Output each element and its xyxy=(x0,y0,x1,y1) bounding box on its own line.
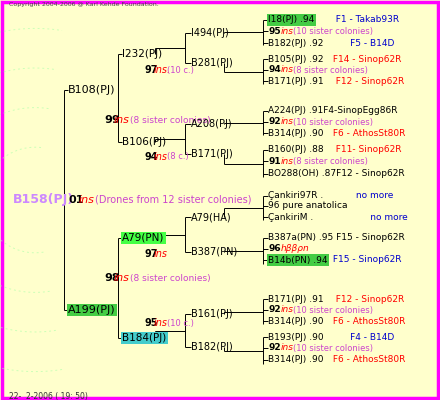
Text: A79(HA): A79(HA) xyxy=(191,212,232,222)
Text: F4 - B14D: F4 - B14D xyxy=(330,333,394,342)
Text: (10 c.): (10 c.) xyxy=(167,319,194,328)
Text: 96 pure anatolica: 96 pure anatolica xyxy=(268,202,348,210)
Text: (8 sister colonies): (8 sister colonies) xyxy=(293,157,367,166)
Text: (10 sister colonies): (10 sister colonies) xyxy=(293,344,373,352)
Text: ins: ins xyxy=(114,273,129,283)
Text: F12 - Sinop62R: F12 - Sinop62R xyxy=(330,77,404,86)
Text: B387(PN): B387(PN) xyxy=(191,247,238,257)
Text: B171(PJ) .91: B171(PJ) .91 xyxy=(268,295,324,304)
Text: 98: 98 xyxy=(105,273,121,283)
Text: B193(PJ) .90: B193(PJ) .90 xyxy=(268,333,324,342)
Text: B171(PJ): B171(PJ) xyxy=(191,149,233,159)
Text: B184(PJ): B184(PJ) xyxy=(122,333,167,343)
Text: 91: 91 xyxy=(268,157,281,166)
Text: ins: ins xyxy=(78,195,94,205)
Text: I494(PJ): I494(PJ) xyxy=(191,28,229,38)
Text: ins: ins xyxy=(281,157,294,166)
Text: ins: ins xyxy=(154,249,168,259)
Text: 92: 92 xyxy=(268,344,281,352)
Text: 95: 95 xyxy=(144,318,158,328)
Text: (Drones from 12 sister colonies): (Drones from 12 sister colonies) xyxy=(95,195,251,205)
Text: (8 sister colonies): (8 sister colonies) xyxy=(130,116,210,124)
Text: F11- Sinop62R: F11- Sinop62R xyxy=(330,146,402,154)
Text: 94: 94 xyxy=(144,152,158,162)
Text: (10 sister colonies): (10 sister colonies) xyxy=(293,306,373,314)
Text: (8 sister colonies): (8 sister colonies) xyxy=(130,274,210,282)
Text: 01: 01 xyxy=(68,195,84,205)
Text: B182(PJ): B182(PJ) xyxy=(191,342,233,352)
Text: B158(PJ): B158(PJ) xyxy=(13,194,74,206)
Text: 22-  2-2006 ( 19: 50): 22- 2-2006 ( 19: 50) xyxy=(9,392,88,400)
Text: ÇankiriM .: ÇankiriM . xyxy=(268,213,314,222)
Text: 96: 96 xyxy=(268,244,281,253)
Text: no more: no more xyxy=(330,192,393,200)
Text: A208(PJ): A208(PJ) xyxy=(191,119,233,129)
Text: A199(PJ): A199(PJ) xyxy=(68,305,116,315)
Text: BO288(OH) .87F12 - Sinop62R: BO288(OH) .87F12 - Sinop62R xyxy=(268,170,405,178)
Text: (8 c.): (8 c.) xyxy=(167,152,189,161)
Text: B160(PJ) .88: B160(PJ) .88 xyxy=(268,146,324,154)
Text: ins: ins xyxy=(114,115,129,125)
Text: F5 - B14D: F5 - B14D xyxy=(330,39,394,48)
Text: F6 - AthosSt80R: F6 - AthosSt80R xyxy=(330,129,405,138)
Text: 95: 95 xyxy=(268,27,281,36)
Text: B161(PJ): B161(PJ) xyxy=(191,309,233,319)
Text: ins: ins xyxy=(154,152,168,162)
Text: 97: 97 xyxy=(144,249,158,259)
Text: ins: ins xyxy=(281,344,294,352)
Text: F6 - AthosSt80R: F6 - AthosSt80R xyxy=(330,356,405,364)
Text: B105(PJ) .92: B105(PJ) .92 xyxy=(268,55,324,64)
Text: B387a(PN) .95 F15 - Sinop62R: B387a(PN) .95 F15 - Sinop62R xyxy=(268,234,405,242)
Text: Copyright 2004-2006 @ Karl Kehde Foundation.: Copyright 2004-2006 @ Karl Kehde Foundat… xyxy=(9,2,158,7)
Text: ins: ins xyxy=(281,66,294,74)
Text: B14b(PN) .94: B14b(PN) .94 xyxy=(268,256,328,264)
Text: B106(PJ): B106(PJ) xyxy=(122,137,166,147)
Text: I18(PJ) .94: I18(PJ) .94 xyxy=(268,16,315,24)
Text: B314(PJ) .90: B314(PJ) .90 xyxy=(268,317,324,326)
Text: 92: 92 xyxy=(268,306,281,314)
Text: (8 sister colonies): (8 sister colonies) xyxy=(293,66,367,74)
Text: B171(PJ) .91: B171(PJ) .91 xyxy=(268,77,324,86)
Text: 92: 92 xyxy=(268,118,281,126)
Text: B314(PJ) .90: B314(PJ) .90 xyxy=(268,129,324,138)
Text: ins: ins xyxy=(281,118,294,126)
Text: 94: 94 xyxy=(268,66,281,74)
Text: no more: no more xyxy=(330,213,408,222)
Text: F1 - Takab93R: F1 - Takab93R xyxy=(330,16,399,24)
Text: (10 sister colonies): (10 sister colonies) xyxy=(293,27,373,36)
Text: ins: ins xyxy=(281,27,294,36)
Text: F6 - AthosSt80R: F6 - AthosSt80R xyxy=(330,317,405,326)
Text: (10 sister colonies): (10 sister colonies) xyxy=(293,118,373,126)
Text: ins.: ins. xyxy=(154,65,171,75)
Text: B182(PJ) .92: B182(PJ) .92 xyxy=(268,39,324,48)
Text: A79(PN): A79(PN) xyxy=(122,233,165,243)
Text: (10 c.): (10 c.) xyxy=(167,66,194,74)
Text: 97: 97 xyxy=(144,65,158,75)
Text: A224(PJ) .91F4-SinopEgg86R: A224(PJ) .91F4-SinopEgg86R xyxy=(268,106,398,115)
Text: B314(PJ) .90: B314(PJ) .90 xyxy=(268,356,324,364)
Text: I232(PJ): I232(PJ) xyxy=(122,49,162,59)
Text: F12 - Sinop62R: F12 - Sinop62R xyxy=(330,295,404,304)
Text: F14 - Sinop62R: F14 - Sinop62R xyxy=(330,55,401,64)
Text: 99: 99 xyxy=(105,115,121,125)
Text: F15 - Sinop62R: F15 - Sinop62R xyxy=(330,256,402,264)
Text: ins: ins xyxy=(154,318,168,328)
Text: B281(PJ): B281(PJ) xyxy=(191,58,233,68)
Text: hββρn: hββρn xyxy=(281,244,309,253)
Text: B108(PJ): B108(PJ) xyxy=(68,85,116,95)
Text: ins: ins xyxy=(281,306,294,314)
Text: Çankiri97R .: Çankiri97R . xyxy=(268,192,324,200)
